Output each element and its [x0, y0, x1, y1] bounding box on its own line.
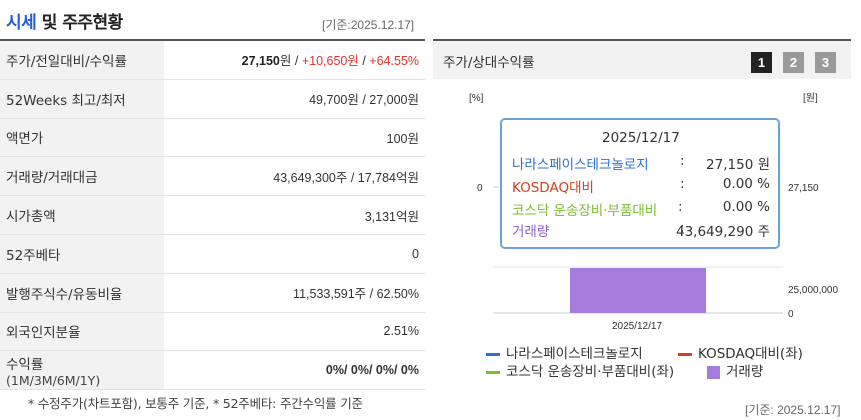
volume-plot-area: 2025/12/17 25,000,000 0	[493, 266, 838, 332]
table-row: 주가/전일대비/수익률 27,150원 / +10,650원 / +64.55%	[0, 38, 425, 80]
row-label-sub: (1M/3M/6M/1Y)	[6, 372, 101, 388]
table-row: 거래량/거래대금 43,649,300주 / 17,784억원	[0, 156, 425, 197]
legend-item-sector[interactable]: 코스닥 운송장비·부품대비(좌)	[486, 360, 674, 380]
legend-label: KOSDAQ대비(좌)	[698, 346, 803, 362]
title-part-shareholders: 및 주주현황	[41, 13, 124, 33]
row-label: 외국인지분율	[0, 312, 164, 352]
tooltip-date: 2025/12/17	[602, 130, 680, 146]
row-value: 11,533,591주 / 62.50%	[164, 273, 425, 313]
tooltip-row: 거래량 : 43,649,290 주	[512, 220, 770, 240]
chart-title: 주가/상대수익률	[443, 55, 535, 71]
right-axis-tick: 0	[788, 309, 794, 320]
volume-bar[interactable]	[570, 268, 706, 313]
row-value: 100원	[164, 118, 425, 158]
row-value: 2.51%	[164, 312, 425, 352]
legend-swatch	[486, 352, 500, 356]
row-value: 49,700원 / 27,000원	[164, 79, 425, 119]
price-change: +10,650원	[301, 54, 359, 69]
legend-swatch	[707, 365, 720, 379]
table-row: 외국인지분율 2.51%	[0, 312, 425, 352]
row-value: 0	[164, 234, 425, 274]
right-axis-tick: 25,000,000	[788, 285, 838, 296]
legend-label: 코스닥 운송장비·부품대비(좌)	[506, 364, 675, 380]
separator: /	[358, 54, 370, 69]
right-axis-tick: 27,150	[788, 183, 819, 194]
tooltip-colon: :	[680, 220, 685, 236]
row-label: 52Weeks 최고/최저	[0, 79, 164, 119]
price-chart[interactable]: [%] [원] 0 27,150 2025/12/17 25,000,000 0	[433, 80, 853, 342]
table-row: 수익률 (1M/3M/6M/1Y) 0%/ 0%/ 0%/ 0%	[0, 350, 425, 391]
left-axis-tick: 0	[477, 183, 483, 194]
tooltip-value: 27,150 원	[706, 157, 770, 173]
asof-date: [기준:2025.12.17]	[322, 18, 415, 32]
legend-item-company[interactable]: 나라스페이스테크놀로지	[486, 342, 643, 362]
price-unit: 원	[279, 54, 292, 69]
table-row: 시가총액 3,131억원	[0, 195, 425, 235]
title-part-market: 시세	[6, 13, 37, 33]
section-title: 시세 및 주주현황	[6, 8, 123, 33]
footnote: * 수정주가(차트포함), 보통주 기준, * 52주베타: 주간수익률 기준	[28, 396, 363, 411]
tooltip-series-name: 코스닥 운송장비·부품대비	[512, 203, 658, 219]
table-row: 52Weeks 최고/최저 49,700원 / 27,000원	[0, 79, 425, 119]
chart-tooltip: 2025/12/17 나라스페이스테크놀로지 : 27,150 원 KOSDAQ…	[500, 118, 780, 249]
return-rate: +64.55%	[369, 54, 419, 69]
tooltip-value: 43,649,290 주	[675, 224, 770, 240]
row-label: 발행주식수/유동비율	[0, 273, 164, 313]
separator: /	[291, 54, 302, 69]
row-value: 3,131억원	[164, 195, 425, 235]
legend-swatch	[678, 352, 692, 356]
period-button-2[interactable]: 2	[783, 52, 804, 73]
tooltip-row: 코스닥 운송장비·부품대비 : 0.00 %	[512, 199, 770, 219]
tooltip-colon: :	[678, 199, 683, 215]
left-axis-unit: [%]	[469, 93, 484, 104]
row-label: 52주베타	[0, 234, 164, 274]
legend-item-kosdaq[interactable]: KOSDAQ대비(좌)	[678, 342, 803, 362]
row-label: 수익률 (1M/3M/6M/1Y)	[0, 350, 164, 391]
current-price: 27,150	[241, 54, 280, 69]
tooltip-series-name: 거래량	[512, 224, 550, 240]
row-value: 0%/ 0%/ 0%/ 0%	[164, 350, 425, 391]
row-label: 거래량/거래대금	[0, 156, 164, 197]
x-tick-label: 2025/12/17	[612, 321, 662, 332]
tooltip-value: 0.00 %	[722, 176, 770, 192]
row-label: 액면가	[0, 118, 164, 158]
tooltip-colon: :	[680, 176, 685, 192]
tooltip-series-name: 나라스페이스테크놀로지	[512, 157, 649, 173]
chart-panel-header: 주가/상대수익률 1 2 3	[433, 39, 851, 79]
period-button-3[interactable]: 3	[815, 52, 836, 73]
row-label-main: 수익률	[6, 356, 44, 373]
tooltip-row: KOSDAQ대비 : 0.00 %	[512, 176, 770, 196]
tooltip-row: 나라스페이스테크놀로지 : 27,150 원	[512, 153, 770, 173]
tooltip-value: 0.00 %	[722, 199, 770, 215]
row-label: 시가총액	[0, 195, 164, 235]
legend-item-volume[interactable]: 거래량	[707, 360, 763, 380]
table-row: 액면가 100원	[0, 118, 425, 158]
row-value: 43,649,300주 / 17,784억원	[164, 156, 425, 197]
market-info-table: 주가/전일대비/수익률 27,150원 / +10,650원 / +64.55%…	[0, 38, 425, 391]
period-button-1[interactable]: 1	[751, 52, 772, 73]
chart-asof-date: [기준: 2025.12.17]	[745, 403, 841, 417]
legend-label: 거래량	[726, 364, 764, 380]
price-value: 27,150원 / +10,650원 / +64.55%	[164, 38, 425, 80]
legend-label: 나라스페이스테크놀로지	[506, 346, 643, 362]
row-label: 주가/전일대비/수익률	[0, 38, 164, 80]
right-axis-unit: [원]	[803, 92, 818, 104]
legend-swatch	[486, 370, 500, 374]
table-row: 발행주식수/유동비율 11,533,591주 / 62.50%	[0, 273, 425, 313]
tooltip-colon: :	[680, 153, 685, 169]
tooltip-series-name: KOSDAQ대비	[512, 180, 594, 196]
table-row: 52주베타 0	[0, 234, 425, 274]
